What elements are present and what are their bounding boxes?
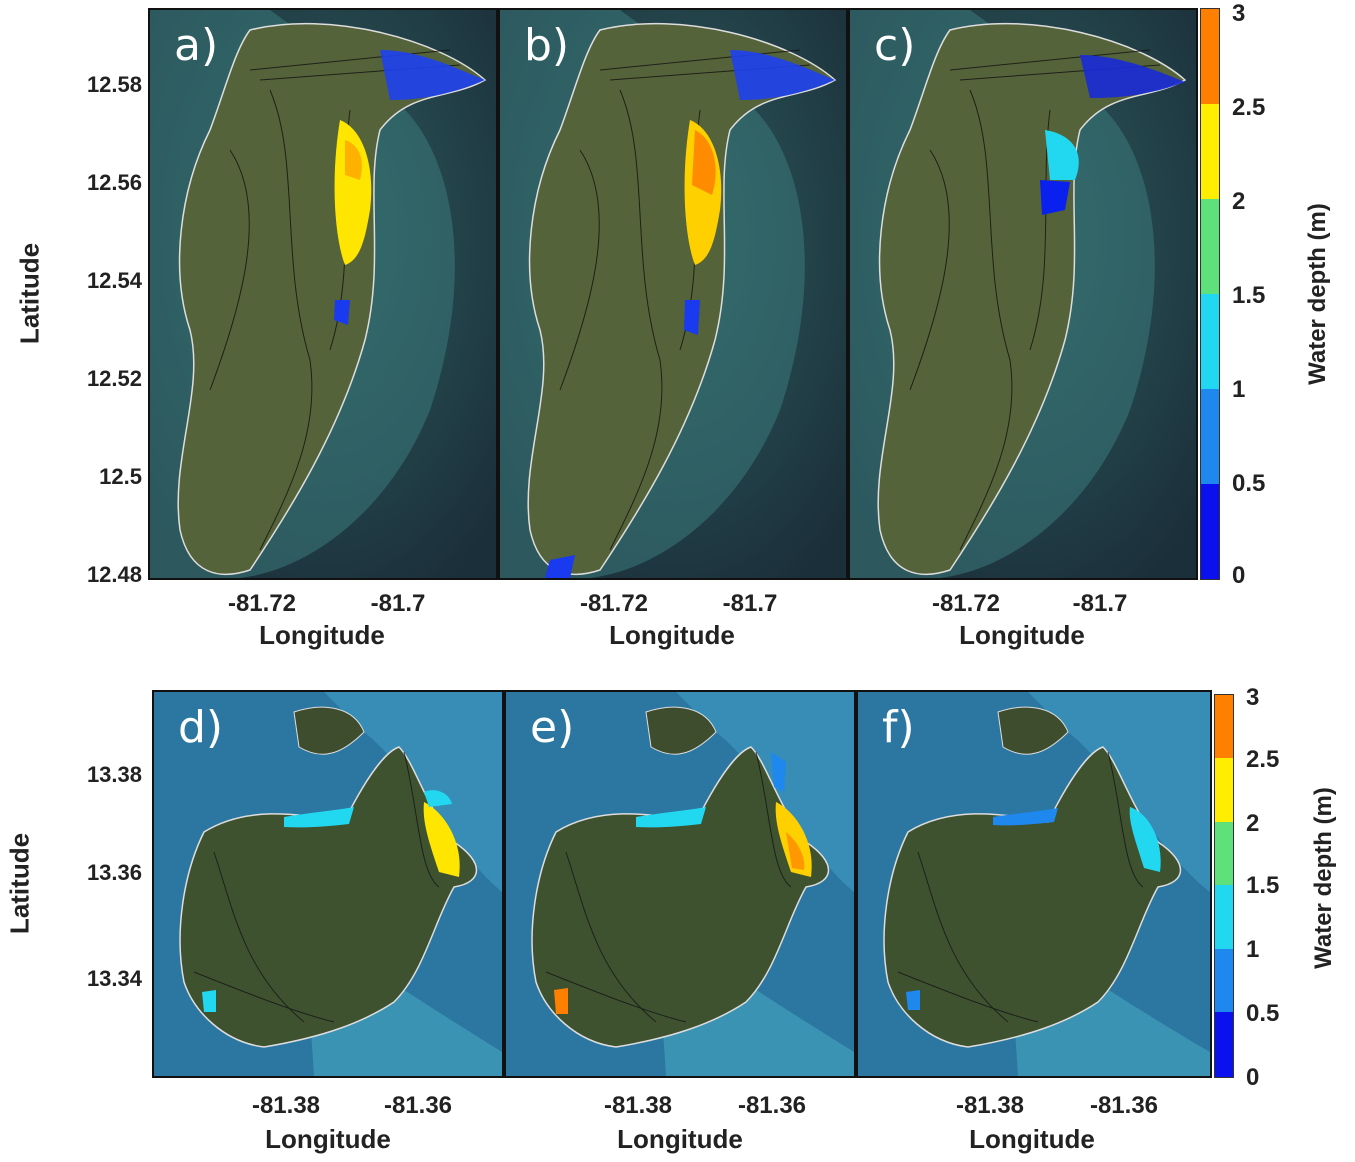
colorbar-seg [1201, 104, 1219, 199]
colorbar-seg [1201, 294, 1219, 389]
top-y-tick-3: 12.54 [86, 268, 142, 293]
colorbar-seg [1201, 9, 1219, 104]
top-x-tick-c-2: -81.7 [1072, 590, 1128, 617]
bottom-x-tick-d-2: -81.36 [383, 1092, 453, 1119]
top-cb-tick-7: 0 [1232, 562, 1246, 589]
island-map-e [506, 692, 854, 1076]
map-panel-f: f) [856, 690, 1212, 1078]
map-panel-d: d) [152, 690, 504, 1078]
bottom-y-tick-2: 13.36 [86, 860, 142, 885]
bottom-cb-tick-3: 2 [1246, 810, 1260, 837]
panel-label-a: a) [174, 20, 219, 71]
bottom-cb-tick-2: 2.5 [1246, 746, 1280, 773]
colorbar-seg [1215, 885, 1233, 949]
map-panel-c: c) [848, 8, 1198, 580]
bottom-x-tick-d-1: -81.38 [251, 1092, 321, 1119]
colorbar-seg [1215, 822, 1233, 885]
top-y-tick-5: 12.5 [99, 464, 142, 489]
colorbar-seg [1215, 1012, 1233, 1077]
top-x-tick-a-1: -81.72 [227, 590, 297, 617]
top-x-label-a: Longitude [259, 620, 385, 650]
island-map-f [858, 692, 1210, 1076]
colorbar-seg [1201, 484, 1219, 579]
top-y-tick-2: 12.56 [86, 170, 142, 195]
bottom-cb-tick-5: 1 [1246, 936, 1260, 963]
top-cb-tick-5: 1 [1232, 376, 1246, 403]
top-y-tick-1: 12.58 [86, 72, 142, 97]
top-x-label-b: Longitude [609, 620, 735, 650]
map-panel-a: a) [148, 8, 498, 580]
colorbar-seg [1215, 758, 1233, 822]
island-map-d [154, 692, 502, 1076]
bottom-cb-tick-4: 1.5 [1246, 872, 1280, 899]
island-map-c [850, 10, 1196, 578]
top-colorbar-label: Water depth (m) [1304, 203, 1331, 385]
island-map-b [500, 10, 846, 578]
panel-label-f: f) [882, 702, 915, 753]
panel-label-c: c) [874, 20, 916, 71]
bottom-x-tick-e-1: -81.38 [603, 1092, 673, 1119]
panel-label-d: d) [178, 702, 224, 753]
top-cb-tick-4: 1.5 [1232, 282, 1266, 309]
panel-label-b: b) [524, 20, 570, 71]
top-x-tick-b-2: -81.7 [722, 590, 778, 617]
top-x-tick-a-2: -81.7 [370, 590, 426, 617]
top-x-tick-c-1: -81.72 [931, 590, 1001, 617]
bottom-colorbar-label: Water depth (m) [1310, 787, 1337, 969]
top-cb-tick-1: 3 [1232, 0, 1246, 27]
bottom-x-label-f: Longitude [969, 1124, 1095, 1154]
bottom-x-tick-f-1: -81.38 [955, 1092, 1025, 1119]
map-panel-b: b) [498, 8, 848, 580]
colorbar-seg [1201, 389, 1219, 484]
bottom-x-tick-f-2: -81.36 [1089, 1092, 1159, 1119]
top-colorbar [1200, 8, 1220, 580]
bottom-x-label-d: Longitude [265, 1124, 391, 1154]
top-cb-tick-6: 0.5 [1232, 470, 1266, 497]
bottom-y-tick-1: 13.38 [86, 762, 142, 787]
top-y-tick-4: 12.52 [86, 366, 142, 391]
bottom-x-label-e: Longitude [617, 1124, 743, 1154]
panel-label-e: e) [530, 702, 575, 753]
bottom-y-tick-3: 13.34 [86, 966, 142, 991]
top-x-label-c: Longitude [959, 620, 1085, 650]
bottom-cb-tick-6: 0.5 [1246, 1000, 1280, 1027]
bottom-x-tick-e-2: -81.36 [737, 1092, 807, 1119]
top-cb-tick-2: 2.5 [1232, 94, 1266, 121]
colorbar-seg [1215, 695, 1233, 758]
colorbar-seg [1201, 199, 1219, 294]
top-y-tick-6: 12.48 [86, 562, 142, 587]
island-map-a [150, 10, 496, 578]
top-x-tick-b-1: -81.72 [579, 590, 649, 617]
top-cb-tick-3: 2 [1232, 188, 1246, 215]
bottom-cb-tick-1: 3 [1246, 684, 1260, 711]
bottom-colorbar [1214, 694, 1234, 1078]
map-panel-e: e) [504, 690, 856, 1078]
bottom-cb-tick-7: 0 [1246, 1064, 1260, 1091]
colorbar-seg [1215, 949, 1233, 1012]
